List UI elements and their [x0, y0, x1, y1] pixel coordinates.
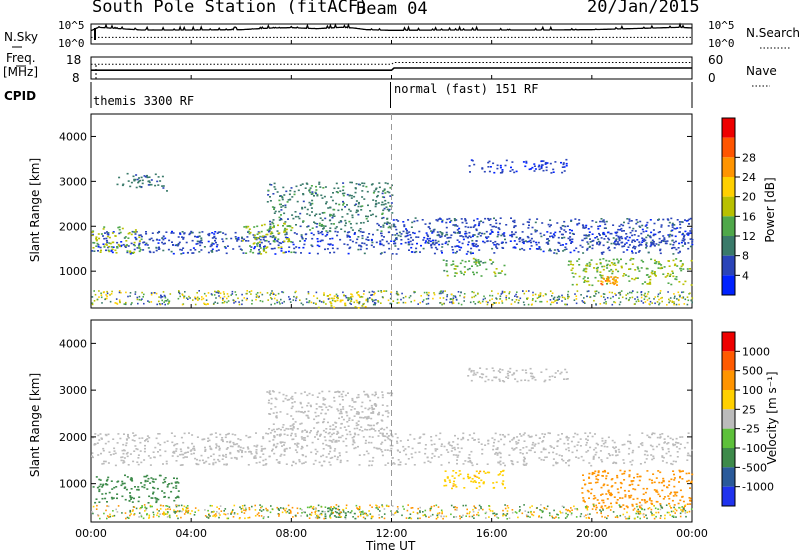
velocity-colorbar-segment — [722, 370, 735, 390]
nsearch-label: N.Search — [746, 26, 800, 40]
power-colorbar-segment — [722, 157, 735, 177]
velocity-colorbar-tick-label: 25 — [742, 403, 756, 416]
freq-unit-label: [MHz] — [3, 65, 39, 79]
xtick-label: 04:00 — [175, 527, 207, 540]
velocity-colorbar-tick-label: 100 — [742, 384, 763, 397]
nsky-label: N.Sky — [4, 30, 39, 44]
power-colorbar-tick-label: 4 — [742, 269, 749, 282]
velocity-colorbar-segment — [722, 409, 735, 429]
xtick-label: 20:00 — [576, 527, 608, 540]
power-colorbar-segment — [722, 118, 735, 138]
velocity-region-1 — [266, 390, 394, 439]
velocity-colorbar-tick-label: -25 — [742, 423, 760, 436]
freq-tick-bottom: 8 — [72, 71, 80, 85]
power-colorbar-frame — [721, 117, 736, 296]
power-region-6 — [600, 276, 619, 286]
power-ytick-label: 2000 — [59, 220, 87, 233]
nsearch-tick-top: 10^5 — [708, 19, 735, 32]
velocity-colorbar-tick-label: 500 — [742, 365, 763, 378]
velocity-colorbar-segment — [722, 448, 735, 468]
beam-label: Beam 04 — [356, 0, 428, 19]
nave-tick-top: 60 — [708, 53, 724, 67]
power-colorbar-tick-label: 12 — [742, 230, 756, 243]
power-region-2 — [241, 222, 294, 255]
velocity-region-5 — [443, 469, 506, 490]
power-colorbar-segment — [722, 236, 735, 256]
freq-series-line — [91, 67, 692, 71]
power-colorbar-segment — [722, 275, 735, 295]
nave-label: Nave — [746, 64, 777, 78]
power-colorbar-segment — [722, 137, 735, 158]
velocity-region-6 — [467, 367, 569, 383]
power-colorbar-tick-label: 20 — [742, 191, 756, 204]
power-region-7 — [317, 293, 368, 309]
xtick-label: 00:00 — [75, 527, 107, 540]
velocity-data-layer — [91, 367, 694, 520]
velocity-ytick-label: 4000 — [59, 337, 87, 350]
velocity-colorbar-segment — [722, 467, 735, 487]
velocity-colorbar-segment — [722, 390, 735, 410]
power-colorbar-segment — [722, 216, 735, 236]
power-region-10 — [468, 158, 568, 174]
velocity-region-0 — [91, 432, 693, 467]
power-colorbar-segment — [722, 196, 735, 217]
power-colorbar-tick-label: 28 — [742, 151, 756, 164]
power-region-8 — [442, 257, 507, 277]
velocity-region-2 — [581, 469, 694, 509]
power-colorbar-tick-label: 8 — [742, 250, 749, 263]
velocity-region-4 — [92, 474, 180, 504]
station-title: South Pole Station (fitACF) — [92, 0, 369, 17]
date-label: 20/Jan/2015 — [587, 0, 700, 17]
velocity-colorbar-segment — [722, 486, 735, 506]
xtick-label: 16:00 — [476, 527, 508, 540]
xtick-label: 12:00 — [376, 527, 408, 540]
velocity-colorbar-tick-label: -100 — [742, 442, 767, 455]
velocity-ytick-label: 3000 — [59, 384, 87, 397]
power-colorbar-tick-label: 16 — [742, 210, 756, 223]
velocity-colorbar-segment — [722, 332, 735, 352]
power-near-range-scatter — [91, 290, 694, 306]
velocity-colorbar-frame — [721, 331, 736, 507]
nsky-tick-top: 10^5 — [58, 19, 85, 32]
power-region-3 — [266, 181, 394, 233]
cpid-mode-2: normal (fast) 151 RF — [394, 82, 539, 96]
xlabel: Time UT — [366, 539, 416, 553]
velocity-colorbar-tick-label: 1000 — [742, 345, 770, 358]
cpid-mode-1: themis 3300 RF — [93, 94, 195, 108]
nave-tick-bottom: 0 — [708, 71, 716, 85]
velocity-colorbar-tick-label: -500 — [742, 461, 767, 474]
power-colorbar-segment — [722, 255, 735, 276]
xtick-label: 08:00 — [275, 527, 307, 540]
power-region-9 — [116, 172, 168, 192]
velocity-ytick-label: 1000 — [59, 478, 87, 491]
velocity-colorbar-segment — [722, 351, 735, 371]
power-colorbar-tick-label: 24 — [742, 171, 756, 184]
nsky-series-line — [90, 22, 693, 32]
nsearch-tick-bottom: 10^0 — [708, 37, 735, 50]
power-data-layer — [91, 158, 694, 309]
nave-series-line — [91, 62, 692, 65]
power-ytick-label: 1000 — [59, 265, 87, 278]
power-colorbar-segment — [722, 177, 735, 197]
freq-tick-top: 18 — [66, 53, 82, 67]
velocity-near-range-scatter — [91, 504, 693, 520]
power-region-1 — [91, 226, 143, 254]
power-ytick-label: 3000 — [59, 175, 87, 188]
velocity-colorbar-tick-label: -1000 — [742, 481, 774, 494]
velocity-colorbar-segment — [722, 428, 735, 448]
freq-label: Freq. — [6, 51, 36, 65]
power-region-4 — [392, 217, 694, 246]
xtick-label: 00:00 — [676, 527, 708, 540]
velocity-region-3 — [317, 507, 369, 520]
cpid-label: CPID — [4, 89, 37, 103]
nsky-tick-bottom: 10^0 — [58, 37, 85, 50]
power-ytick-label: 4000 — [59, 130, 87, 143]
velocity-ytick-label: 2000 — [59, 431, 87, 444]
